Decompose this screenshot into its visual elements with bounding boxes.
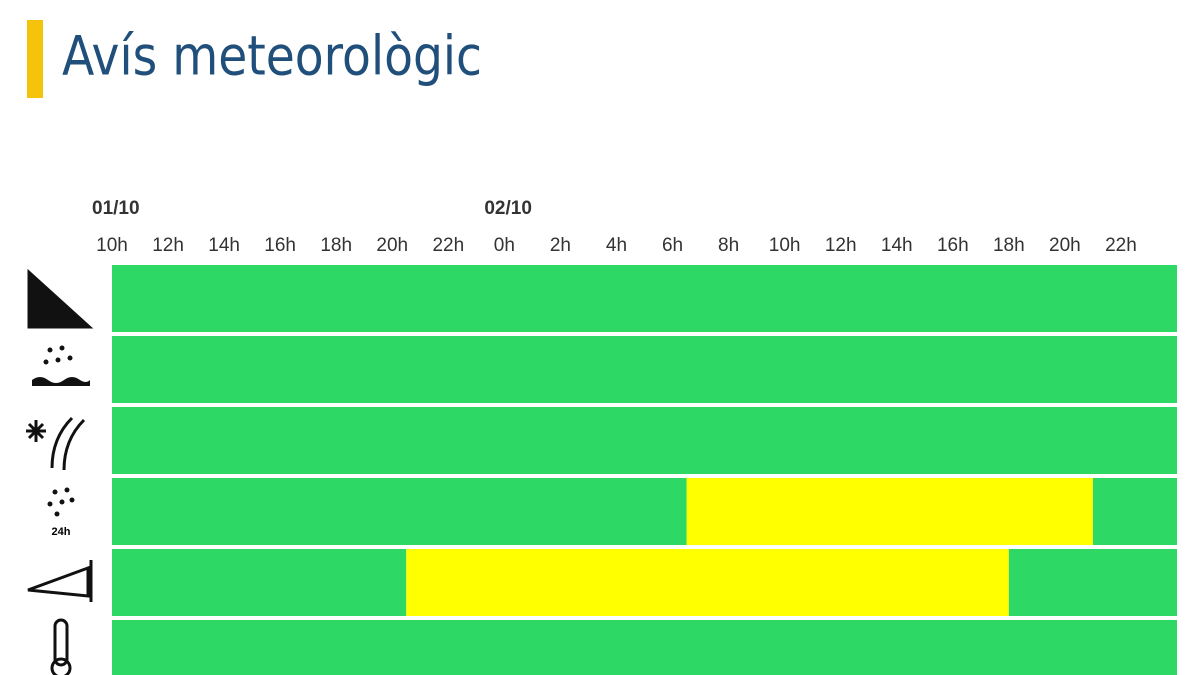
snow-icon (26, 416, 86, 471)
warning-segment (112, 336, 1177, 403)
warning-segment (112, 478, 687, 545)
warning-segment (112, 407, 1177, 474)
warning-segment (1092, 478, 1177, 545)
title-accent (27, 20, 43, 98)
x-tick-label: 16h (937, 235, 969, 256)
icon-label: 24h (52, 526, 71, 538)
x-tick-label: 12h (152, 235, 184, 256)
warning-segment (686, 478, 1093, 545)
avalanche-icon (27, 268, 94, 329)
x-tick-label: 8h (718, 235, 739, 256)
x-tick-label: 6h (662, 235, 683, 256)
x-tick-label: 18h (993, 235, 1025, 256)
warning-segment (112, 620, 1177, 675)
x-tick-label: 10h (769, 235, 801, 256)
icons (26, 268, 94, 675)
x-tick-label: 0h (494, 235, 515, 256)
x-tick-label: 22h (1105, 235, 1137, 256)
page-title: Avís meteorològic (62, 25, 482, 88)
x-tick-label: 14h (208, 235, 240, 256)
x-tick-label: 22h (432, 235, 464, 256)
x-tick-label: 10h (96, 235, 128, 256)
temperature-icon (50, 618, 72, 675)
warning-segment (112, 265, 1177, 332)
x-tick-label: 20h (376, 235, 408, 256)
warning-segment (1008, 549, 1177, 616)
x-tick-label: 14h (881, 235, 913, 256)
x-tick-label: 2h (550, 235, 571, 256)
x-tick-label: 18h (320, 235, 352, 256)
warning-segment (112, 549, 407, 616)
x-tick-label: 16h (264, 235, 296, 256)
rain-sea-icon (32, 345, 90, 386)
x-tick-label: 12h (825, 235, 857, 256)
wind-icon (27, 560, 93, 602)
rain-24h-icon (47, 487, 75, 517)
warning-segment (406, 549, 1009, 616)
date-label: 02/10 (484, 198, 532, 219)
date-label: 01/10 (92, 198, 140, 219)
x-tick-label: 4h (606, 235, 627, 256)
x-tick-label: 20h (1049, 235, 1081, 256)
